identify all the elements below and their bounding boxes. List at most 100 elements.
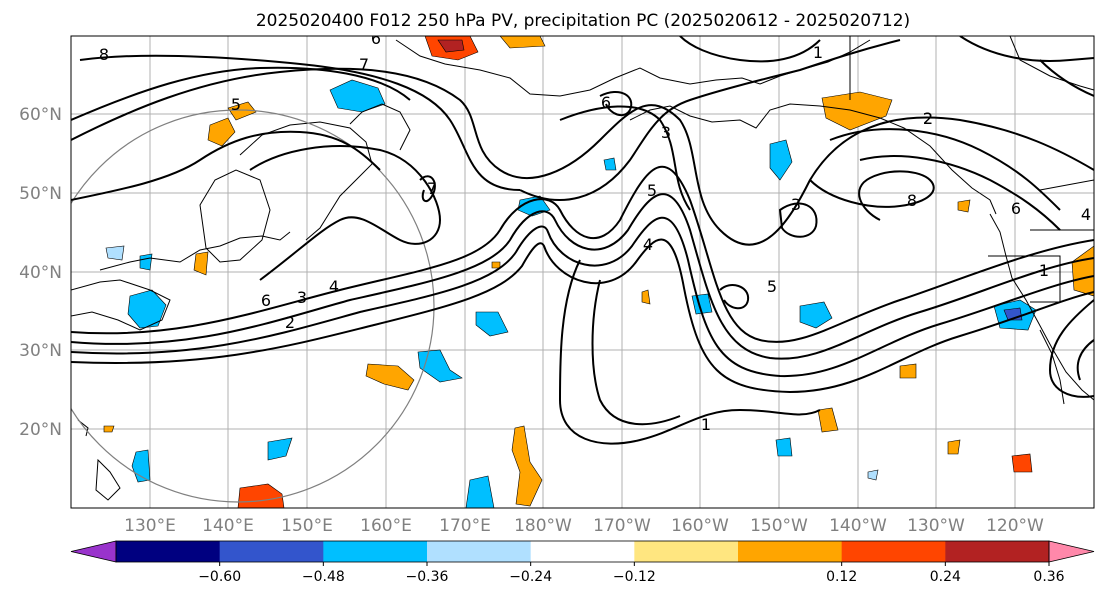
precip-positive-patch — [641, 289, 651, 305]
map-frame — [70, 35, 1095, 509]
lon-tick-label: 160°W — [671, 516, 729, 536]
precip-positive-patch — [103, 425, 115, 433]
precip-negative-patch — [799, 301, 833, 329]
colorbar-extend-high — [1048, 540, 1095, 563]
lon-tick-label: 130°E — [124, 516, 176, 536]
contour-label: 6 — [261, 291, 271, 310]
precip-positive-patch — [947, 439, 961, 455]
precip-positive-patch — [899, 363, 917, 379]
pv-contours — [71, 36, 1094, 445]
contour-label: 4 — [1081, 205, 1091, 224]
precip-positive-patch — [499, 36, 546, 49]
precip-positive-patch — [491, 261, 501, 269]
precip-negative-patch — [465, 475, 495, 508]
precip-negative-patch — [267, 437, 293, 461]
precip-positive-patch — [207, 117, 236, 147]
contour-label: 4 — [329, 277, 339, 296]
colorbar-outline — [115, 540, 1050, 563]
colorbar-segment — [634, 541, 739, 562]
precip-negative-patch — [139, 253, 153, 271]
precip-positive-patch — [365, 363, 415, 391]
contour-label: 3 — [297, 288, 307, 307]
contour-label: 6 — [601, 93, 611, 112]
contour-label: 7 — [359, 55, 369, 74]
precip-positive-patch — [1011, 453, 1033, 473]
colorbar-segment — [841, 541, 946, 562]
colorbar: −0.60−0.48−0.36−0.24−0.120.120.240.360.4… — [70, 540, 1095, 585]
lon-tick-label: 140°E — [202, 516, 254, 536]
colorbar-tick-label: −0.36 — [406, 569, 449, 585]
lon-tick-label: 170°W — [593, 516, 651, 536]
precip-negative-patch — [769, 139, 793, 181]
contour-label: 6 — [1011, 199, 1021, 218]
contour-label: 1 — [813, 43, 823, 62]
longitude-labels: 130°E 140°E 150°E 160°E 170°E 180°W 170°… — [124, 516, 1044, 536]
precip-positive-patch — [437, 39, 465, 53]
contour-label: 2 — [923, 109, 933, 128]
colorbar-tick-label: 0.36 — [1033, 569, 1064, 585]
contour-label: 1 — [1039, 261, 1049, 280]
lat-tick-label: 30°N — [19, 341, 62, 361]
contour-label: 2 — [285, 313, 295, 332]
lat-tick-label: 50°N — [19, 184, 62, 204]
lat-tick-label: 60°N — [19, 105, 62, 125]
colorbar-tick-label: −0.48 — [302, 569, 345, 585]
colorbar-segment — [323, 541, 428, 562]
precip-positive-patch — [821, 91, 893, 131]
reference-circle — [71, 109, 435, 503]
precipitation-anomalies — [103, 36, 1094, 508]
lon-tick-label: 170°E — [439, 516, 491, 536]
lon-tick-label: 150°W — [750, 516, 808, 536]
lon-tick-label: 160°E — [360, 516, 412, 536]
contour-label: 3 — [791, 195, 801, 214]
map-title: 2025020400 F012 250 hPa PV, precipitatio… — [256, 11, 910, 31]
contour-label: 5 — [231, 95, 241, 114]
contour-label: 3 — [661, 123, 671, 142]
precip-negative-patch — [603, 157, 617, 171]
precip-positive-patch — [817, 407, 839, 433]
precip-negative-patch — [127, 289, 167, 329]
precip-negative-patch — [475, 311, 509, 337]
gridlines — [71, 36, 1094, 508]
contour-label: 5 — [647, 181, 657, 200]
contour-label: 6 — [371, 29, 381, 48]
contour-label: 5 — [767, 277, 777, 296]
lon-tick-label: 180°W — [514, 516, 572, 536]
pv-contour-labels: 8 7 6 5 4 2 3 1 7 6 3 5 3 8 2 6 1 6 5 4 … — [99, 29, 1091, 434]
lon-tick-label: 130°W — [907, 516, 965, 536]
contour-label: 8 — [99, 45, 109, 64]
colorbar-extend-low — [70, 540, 117, 563]
colorbar-segment — [219, 541, 324, 562]
contour-label: 8 — [907, 191, 917, 210]
colorbar-tick-label: −0.60 — [198, 569, 241, 585]
lon-tick-label: 150°E — [281, 516, 333, 536]
precip-negative-patch — [775, 437, 793, 457]
colorbar-segment — [427, 541, 532, 562]
precip-positive-patch — [511, 425, 543, 507]
precip-negative-patch — [417, 349, 463, 383]
colorbar-segment — [116, 541, 221, 562]
lon-tick-label: 140°W — [829, 516, 887, 536]
precip-positive-patch — [193, 251, 209, 276]
colorbar-segment — [530, 541, 635, 562]
colorbar-segment — [945, 541, 1050, 562]
colorbar-tick-label: 0.24 — [930, 569, 961, 585]
map-area: 8 7 6 5 4 2 3 1 7 6 3 5 3 8 2 6 1 6 5 4 … — [71, 29, 1094, 508]
lon-tick-label: 120°W — [986, 516, 1044, 536]
precip-negative-patch — [105, 245, 125, 261]
contour-label: 7 — [427, 179, 437, 198]
contour-label: 2 — [923, 109, 933, 128]
colorbar-segment — [738, 541, 843, 562]
contour-label: 4 — [643, 235, 653, 254]
lat-tick-label: 20°N — [19, 420, 62, 440]
colorbar-tick-label: −0.24 — [509, 569, 552, 585]
colorbar-tick-label: −0.12 — [613, 569, 656, 585]
contour-label: 1 — [701, 415, 711, 434]
lat-tick-label: 40°N — [19, 263, 62, 283]
precip-positive-patch — [227, 101, 257, 121]
precip-negative-patch — [867, 469, 879, 481]
precip-negative-patch — [329, 79, 386, 113]
precip-positive-patch — [957, 199, 971, 213]
latitude-labels: 60°N 50°N 40°N 30°N 20°N — [19, 105, 62, 440]
